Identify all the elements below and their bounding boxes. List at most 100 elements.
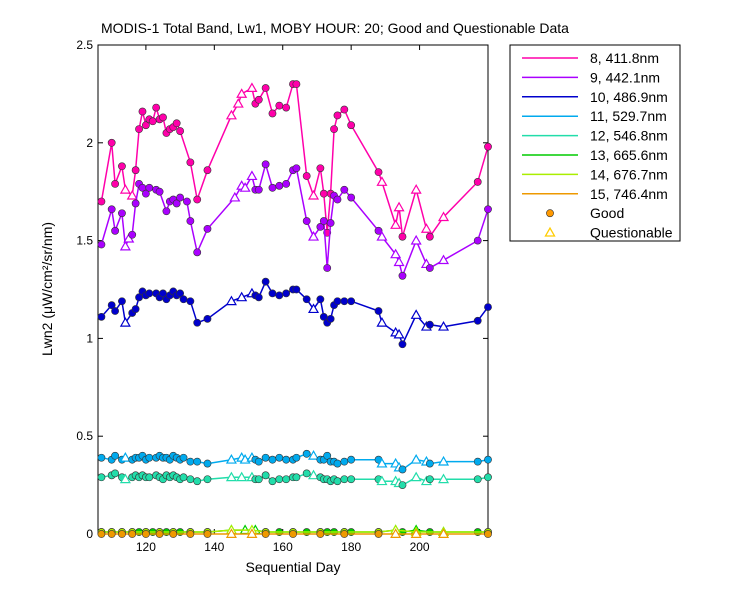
data-point-good bbox=[302, 469, 311, 478]
data-point-questionable bbox=[126, 189, 138, 200]
data-point-questionable bbox=[437, 254, 450, 265]
data-point-questionable bbox=[410, 234, 422, 245]
data-point-questionable bbox=[393, 256, 405, 267]
data-point-questionable bbox=[232, 97, 244, 108]
data-point-questionable bbox=[376, 317, 388, 327]
data-point-good bbox=[118, 162, 126, 171]
legend-good-marker bbox=[546, 209, 554, 218]
x-axis-label: Sequential Day bbox=[246, 559, 341, 575]
legend-label: Questionable bbox=[590, 225, 673, 241]
data-point-good bbox=[268, 455, 277, 464]
series-group bbox=[97, 469, 492, 489]
data-point-good bbox=[398, 232, 407, 241]
data-point-good bbox=[128, 230, 137, 239]
data-point-good bbox=[193, 318, 202, 327]
data-point-questionable bbox=[307, 469, 320, 480]
data-point-good bbox=[374, 530, 383, 538]
data-point-good bbox=[268, 289, 277, 298]
data-point-good bbox=[425, 320, 434, 329]
data-point-questionable bbox=[307, 189, 320, 200]
data-point-good bbox=[347, 193, 356, 202]
legend-label: 12, 546.8nm bbox=[590, 128, 668, 144]
data-point-good bbox=[118, 209, 126, 218]
data-point-good bbox=[289, 530, 297, 538]
data-point-questionable bbox=[376, 475, 388, 486]
data-point-good bbox=[333, 459, 342, 468]
data-point-questionable bbox=[437, 211, 450, 222]
data-point-good bbox=[159, 113, 167, 122]
data-point-good bbox=[323, 451, 332, 460]
y-tick-label: 0.5 bbox=[76, 429, 93, 443]
data-point-good bbox=[282, 475, 291, 484]
data-point-good bbox=[326, 219, 335, 227]
data-point-good bbox=[261, 453, 270, 462]
data-point-questionable bbox=[393, 328, 405, 339]
data-point-good bbox=[316, 530, 325, 538]
data-point-good bbox=[302, 172, 311, 180]
data-point-good bbox=[398, 271, 407, 280]
data-point-good bbox=[186, 158, 195, 167]
data-point-good bbox=[282, 289, 291, 298]
data-point-good bbox=[254, 185, 263, 194]
data-point-questionable bbox=[119, 184, 131, 194]
data-point-good bbox=[111, 307, 120, 315]
data-point-good bbox=[319, 217, 328, 225]
data-point-good bbox=[268, 477, 277, 486]
data-point-good bbox=[203, 224, 212, 233]
x-tick-label: 200 bbox=[410, 540, 430, 554]
data-point-good bbox=[186, 530, 195, 538]
data-point-good bbox=[340, 530, 349, 538]
data-point-good bbox=[97, 473, 106, 482]
legend-questionable-marker bbox=[544, 226, 556, 237]
data-point-good bbox=[473, 475, 482, 484]
data-point-questionable bbox=[376, 230, 388, 241]
data-point-good bbox=[97, 312, 106, 321]
data-point-good bbox=[302, 217, 311, 225]
data-point-good bbox=[172, 199, 181, 208]
data-point-good bbox=[193, 477, 202, 486]
data-point-good bbox=[155, 530, 164, 538]
data-point-good bbox=[484, 142, 492, 151]
data-point-questionable bbox=[390, 528, 402, 538]
data-point-good bbox=[186, 457, 195, 466]
data-point-good bbox=[131, 166, 140, 175]
data-point-questionable bbox=[393, 201, 405, 212]
x-tick-label: 120 bbox=[136, 540, 156, 554]
data-point-good bbox=[292, 80, 301, 89]
series-layer bbox=[97, 80, 492, 538]
data-point-good bbox=[261, 277, 270, 286]
data-point-questionable bbox=[236, 471, 248, 482]
data-point-questionable bbox=[119, 473, 131, 484]
data-point-good bbox=[425, 459, 434, 468]
data-point-good bbox=[484, 530, 492, 538]
data-point-good bbox=[347, 455, 356, 464]
data-point-good bbox=[111, 469, 120, 478]
data-point-good bbox=[275, 101, 284, 110]
y-tick-label: 2.5 bbox=[76, 38, 93, 52]
data-point-good bbox=[118, 530, 126, 538]
data-point-good bbox=[118, 297, 126, 306]
data-point-good bbox=[425, 264, 434, 272]
data-point-good bbox=[261, 530, 270, 538]
data-point-good bbox=[179, 473, 188, 482]
data-point-good bbox=[268, 109, 277, 118]
data-point-questionable bbox=[307, 230, 320, 241]
data-point-questionable bbox=[246, 82, 258, 93]
data-point-good bbox=[473, 316, 482, 325]
data-point-good bbox=[203, 314, 212, 323]
data-point-good bbox=[302, 295, 311, 304]
data-point-good bbox=[111, 451, 120, 460]
data-point-questionable bbox=[307, 303, 320, 314]
legend-label: 15, 746.4nm bbox=[590, 186, 668, 202]
data-point-good bbox=[302, 449, 311, 458]
data-point-good bbox=[292, 473, 301, 482]
data-point-questionable bbox=[437, 528, 450, 538]
series-group bbox=[97, 80, 492, 241]
data-point-questionable bbox=[410, 309, 422, 319]
data-point-good bbox=[275, 181, 284, 190]
y-tick-label: 0 bbox=[86, 527, 93, 541]
data-point-good bbox=[203, 166, 212, 175]
data-point-good bbox=[282, 103, 291, 112]
data-point-questionable bbox=[246, 170, 258, 181]
legend-label: 11, 529.7nm bbox=[590, 108, 667, 124]
